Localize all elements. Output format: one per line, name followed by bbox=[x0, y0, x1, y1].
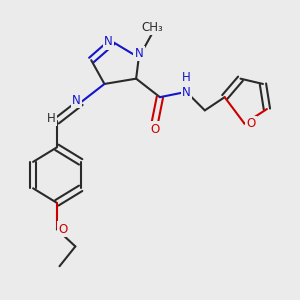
Text: CH₃: CH₃ bbox=[141, 21, 163, 34]
Text: N: N bbox=[72, 94, 81, 107]
Text: O: O bbox=[246, 117, 256, 130]
Text: H
N: H N bbox=[182, 71, 191, 99]
Text: N: N bbox=[134, 47, 143, 60]
Text: N: N bbox=[104, 35, 113, 48]
Text: O: O bbox=[150, 123, 159, 136]
Text: O: O bbox=[59, 223, 68, 236]
Text: H: H bbox=[47, 112, 56, 125]
